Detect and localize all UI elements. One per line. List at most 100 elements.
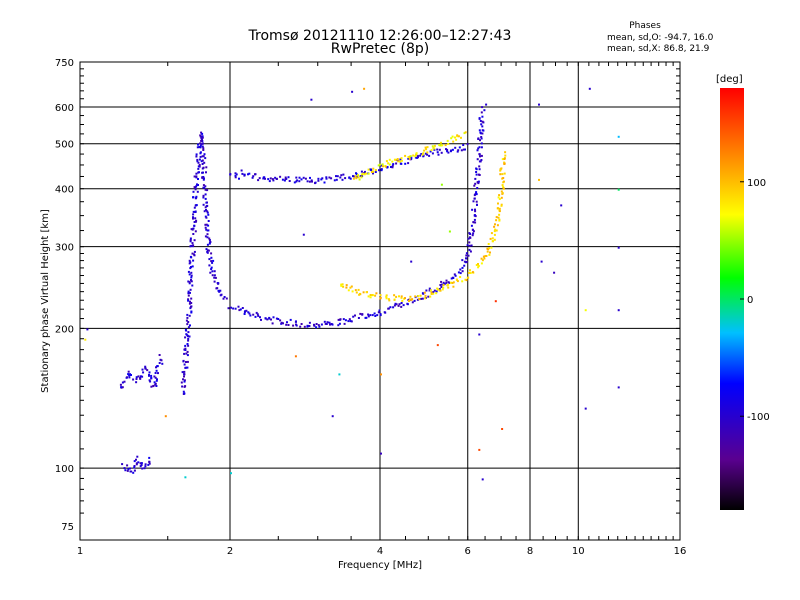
echo-point (465, 279, 468, 282)
echo-point (359, 293, 362, 296)
echo-point (476, 149, 479, 152)
echo-point (193, 206, 196, 209)
echo-point (386, 166, 389, 169)
echo-point (324, 322, 327, 325)
echo-point (387, 307, 390, 310)
echo-point (491, 240, 494, 243)
echo-point (191, 252, 194, 255)
echo-point (274, 176, 277, 179)
echo-point (358, 293, 361, 296)
echo-point (478, 333, 481, 336)
y-tick-label: 750 (55, 58, 74, 69)
echo-point (424, 146, 427, 149)
echo-point (374, 171, 377, 173)
echo-point (270, 318, 272, 321)
echo-point (218, 290, 221, 293)
echo-point (472, 200, 475, 203)
echo-point (144, 465, 147, 468)
echo-point (190, 271, 193, 274)
echo-point (367, 295, 370, 298)
echo-point (584, 309, 587, 312)
echo-point (419, 154, 422, 157)
echo-point (279, 319, 282, 322)
echo-point (196, 183, 198, 186)
echo-point (463, 132, 466, 135)
echo-point (398, 295, 400, 298)
echo-point (247, 311, 250, 314)
echo-point (331, 415, 334, 418)
echo-point (424, 297, 427, 300)
echo-point (190, 297, 193, 300)
echo-point (140, 462, 143, 465)
echo-point (190, 228, 193, 231)
echo-point (306, 180, 309, 183)
echo-point (397, 160, 400, 163)
echo-point (374, 169, 377, 172)
echo-point (440, 280, 443, 283)
echo-point (198, 146, 201, 148)
echo-point (132, 471, 135, 474)
echo-point (188, 281, 191, 284)
echo-point (139, 465, 142, 468)
echo-point (474, 182, 477, 185)
echo-point (196, 190, 199, 193)
echo-point (361, 313, 364, 316)
echo-point (479, 131, 482, 134)
echo-point (133, 460, 136, 463)
echo-point (262, 177, 265, 180)
echo-point (500, 203, 503, 206)
echo-point (148, 371, 151, 374)
echo-point (126, 376, 128, 379)
echo-point (155, 379, 158, 382)
echo-point (395, 162, 398, 165)
echo-point (477, 137, 480, 140)
echo-point (264, 177, 266, 180)
echo-point (202, 147, 205, 150)
echo-point (135, 462, 138, 465)
echo-point (494, 223, 496, 226)
echo-point (369, 168, 372, 171)
echo-point (184, 347, 187, 350)
echo-point (207, 229, 210, 232)
echo-point (459, 276, 462, 278)
echo-point (257, 314, 260, 317)
echo-point (400, 305, 403, 308)
echo-point (504, 151, 507, 154)
echo-point (496, 224, 499, 227)
echo-point (360, 170, 363, 173)
echo-point (345, 286, 348, 289)
echo-point (489, 251, 491, 254)
echo-point (422, 152, 425, 155)
echo-point (404, 154, 407, 157)
echo-point (476, 158, 479, 161)
echo-point (388, 158, 391, 161)
echo-point (272, 316, 275, 319)
echo-point (323, 181, 326, 184)
echo-point (468, 241, 471, 244)
echo-point (391, 164, 394, 167)
echo-point (287, 324, 290, 326)
echo-point (300, 178, 303, 181)
echo-point (478, 448, 481, 451)
x-tick-label: 16 (674, 546, 687, 557)
echo-point (201, 145, 204, 148)
echo-point (538, 178, 540, 181)
echo-point (295, 180, 298, 183)
echo-point (410, 156, 413, 159)
echo-point (378, 309, 381, 312)
echo-point (247, 173, 249, 176)
echo-point (195, 196, 198, 199)
phase-stats-x-mode: mean, sd,X: 86.8, 21.9 (607, 44, 710, 54)
echo-point (478, 165, 481, 168)
echo-point (493, 238, 496, 241)
echo-point (309, 176, 311, 179)
echo-point (338, 373, 341, 376)
echo-point (199, 134, 202, 137)
echo-point (477, 265, 480, 267)
echo-point (394, 302, 397, 305)
echo-point (204, 193, 207, 196)
echo-point (252, 175, 255, 178)
echo-point (201, 138, 203, 141)
echo-point (321, 177, 324, 180)
echo-point (446, 150, 449, 153)
